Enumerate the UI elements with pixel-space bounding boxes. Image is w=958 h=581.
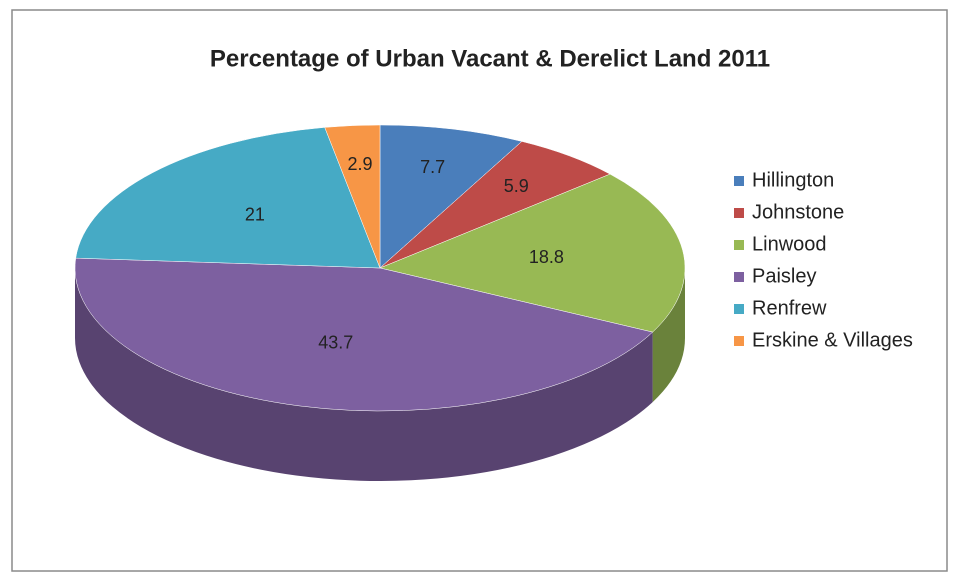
data-labels: 7.7 5.9 18.8 43.7 21 2.9 — [245, 154, 564, 352]
legend-swatch — [734, 336, 744, 346]
legend-swatch — [734, 240, 744, 250]
pie-sides — [75, 268, 685, 482]
legend-swatch — [734, 272, 744, 282]
data-label: 2.9 — [348, 154, 373, 174]
slice-side — [75, 268, 653, 482]
legend-swatch — [734, 208, 744, 218]
data-label: 18.8 — [529, 247, 564, 267]
legend-label: Paisley — [752, 265, 816, 287]
legend-label: Renfrew — [752, 297, 827, 319]
slice — [379, 173, 686, 333]
legend-swatch — [734, 176, 744, 186]
data-label: 21 — [245, 204, 265, 224]
chart-title: Percentage of Urban Vacant & Derelict La… — [210, 45, 770, 72]
data-label: 7.7 — [420, 157, 445, 177]
legend-label: Johnstone — [752, 201, 844, 223]
slice — [75, 127, 381, 269]
legend-swatch — [734, 304, 744, 314]
legend-label: Hillington — [752, 169, 834, 191]
legend-label: Erskine & Villages — [752, 329, 913, 351]
legend-label: Linwood — [752, 233, 827, 255]
data-label: 5.9 — [504, 176, 529, 196]
legend: Hillington Johnstone Linwood Paisley Renfrew… — [734, 169, 913, 351]
slice — [324, 124, 381, 269]
data-label: 43.7 — [318, 333, 353, 353]
slice — [379, 124, 523, 269]
slice — [74, 257, 654, 412]
pie-tops — [74, 124, 686, 412]
slice-side — [652, 268, 685, 403]
